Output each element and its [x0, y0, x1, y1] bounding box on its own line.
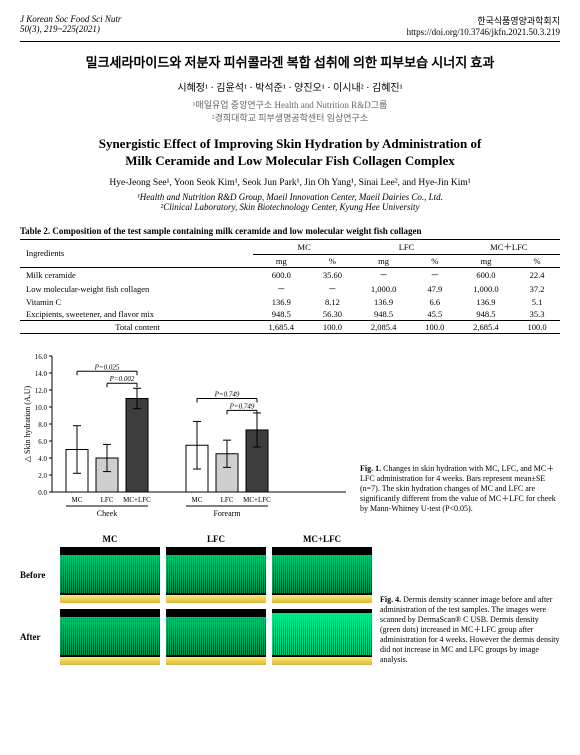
svg-text:LFC: LFC [221, 496, 234, 504]
svg-text:P=0.025: P=0.025 [94, 363, 120, 371]
issue: 50(3), 219~225(2021) [20, 24, 121, 34]
svg-text:Forearm: Forearm [213, 509, 241, 518]
svg-text:8.0: 8.0 [38, 421, 47, 429]
doi: https://doi.org/10.3746/jkfn.2021.50.3.2… [407, 27, 560, 37]
scan-before-mc [60, 547, 160, 603]
svg-text:10.0: 10.0 [35, 404, 48, 412]
table2: Ingredients MC LFC MC＋LFC mg% mg% mg% Mi… [20, 239, 560, 334]
korean-aff1: ¹매일유업 중앙연구소 Health and Nutrition R&D그룹 [20, 98, 560, 111]
svg-text:Cheek: Cheek [97, 509, 117, 518]
scan-before-lfc [166, 547, 266, 603]
svg-text:MC: MC [72, 496, 83, 504]
fig1-caption: Fig. 1. Changes in skin hydration with M… [360, 464, 560, 520]
svg-text:4.0: 4.0 [38, 455, 47, 463]
ko-journal: 한국식품영양과학회지 [407, 14, 560, 27]
scan-after-mc [60, 609, 160, 665]
korean-title: 밀크세라마이드와 저분자 피쉬콜라겐 복합 섭취에 의한 피부보습 시너지 효과 [20, 52, 560, 71]
svg-text:P=0.749: P=0.749 [229, 402, 255, 410]
scan-after-mclfc [272, 609, 372, 665]
svg-text:MC+LFC: MC+LFC [123, 496, 151, 504]
svg-text:MC+LFC: MC+LFC [243, 496, 271, 504]
svg-text:16.0: 16.0 [35, 353, 48, 361]
svg-text:△ Skin hydration (A.U): △ Skin hydration (A.U) [23, 385, 32, 462]
svg-text:P=0.749: P=0.749 [214, 390, 240, 398]
table2-caption: Table 2. Composition of the test sample … [20, 226, 560, 236]
korean-authors: 시혜정¹ · 김윤석¹ · 박석준¹ · 양진오¹ · 이시내² · 김혜진¹ [20, 79, 560, 94]
fig1-chart: 0.0 2.0 4.0 6.0 8.0 10.0 12.0 14.0 16.0 △ Skin hy… [20, 350, 350, 520]
scan-before-mclfc [272, 547, 372, 603]
korean-aff2: ²경희대학교 피부생명공학센터 임상연구소 [20, 111, 560, 124]
english-title: Synergistic Effect of Improving Skin Hyd… [20, 136, 560, 170]
svg-text:MC: MC [192, 496, 203, 504]
scan-after-lfc [166, 609, 266, 665]
running-header: J Korean Soc Food Sci Nutr 50(3), 219~22… [20, 14, 560, 37]
svg-text:LFC: LFC [101, 496, 114, 504]
english-aff2: ²Clinical Laboratory, Skin Biotechnology… [20, 202, 560, 212]
english-aff1: ¹Health and Nutrition R&D Group, Maeil I… [20, 192, 560, 202]
english-authors: Hye-Jeong See¹, Yoon Seok Kim¹, Seok Jun… [20, 178, 560, 188]
fig4-caption: Fig. 4. Dermis density scanner image bef… [380, 595, 560, 671]
th-ingredients: Ingredients [20, 239, 253, 267]
svg-text:6.0: 6.0 [38, 438, 47, 446]
svg-text:2.0: 2.0 [38, 472, 47, 480]
fig4-images: MC LFC MC+LFC Before After [20, 534, 372, 671]
journal-name: J Korean Soc Food Sci Nutr [20, 14, 121, 24]
svg-text:14.0: 14.0 [35, 370, 48, 378]
svg-text:0.0: 0.0 [38, 489, 47, 497]
svg-text:12.0: 12.0 [35, 387, 48, 395]
svg-text:P=0.002: P=0.002 [109, 375, 135, 383]
